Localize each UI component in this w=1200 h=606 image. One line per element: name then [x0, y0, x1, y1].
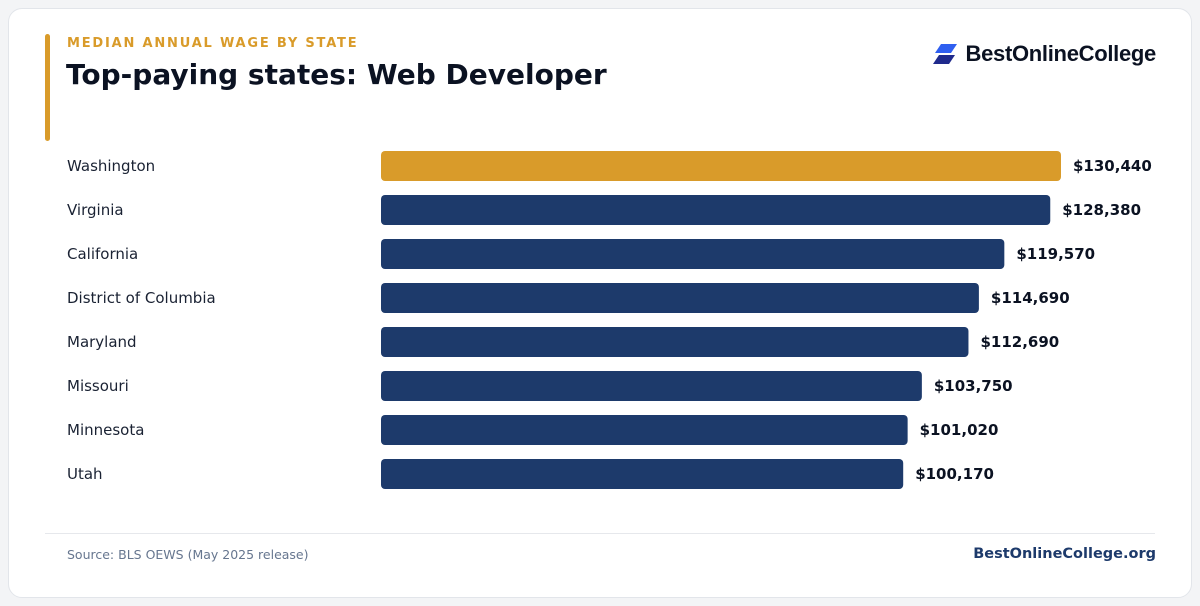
value-label: $101,020: [920, 421, 999, 439]
accent-bar: [45, 34, 50, 141]
bar[interactable]: [381, 459, 904, 489]
category-label: California: [67, 245, 138, 263]
category-label: Maryland: [67, 333, 137, 351]
value-label: $103,750: [934, 377, 1013, 395]
chart-title: Top-paying states: Web Developer: [66, 58, 607, 91]
value-label: $114,690: [991, 289, 1070, 307]
brand-name: BestOnlineCollege: [965, 41, 1157, 66]
category-label: Washington: [67, 157, 155, 175]
category-label: Virginia: [67, 201, 124, 219]
bar[interactable]: [381, 327, 969, 357]
bar[interactable]: [381, 151, 1061, 181]
bar[interactable]: [381, 239, 1005, 269]
brand-logo[interactable]: BestOnlineCollege: [932, 41, 1157, 67]
value-label: $112,690: [980, 333, 1059, 351]
category-label: Utah: [67, 465, 103, 483]
category-label: Missouri: [67, 377, 129, 395]
site-link[interactable]: BestOnlineCollege.org: [973, 546, 1156, 562]
bar[interactable]: [381, 283, 979, 313]
bar[interactable]: [381, 195, 1051, 225]
value-label: $128,380: [1062, 201, 1141, 219]
bar[interactable]: [381, 371, 922, 401]
chart-eyebrow: MEDIAN ANNUAL WAGE BY STATE: [67, 36, 359, 51]
category-label: Minnesota: [67, 421, 144, 439]
source-note: Source: BLS OEWS (May 2025 release): [67, 547, 309, 562]
value-label: $119,570: [1016, 245, 1095, 263]
bar[interactable]: [381, 415, 908, 445]
value-label: $100,170: [915, 465, 994, 483]
value-label: $130,440: [1073, 157, 1152, 175]
footer-divider: [45, 533, 1155, 534]
chart-card: MEDIAN ANNUAL WAGE BY STATE Top-paying s…: [8, 8, 1192, 598]
stacked-parallelogram-icon: [932, 44, 957, 64]
category-label: District of Columbia: [67, 289, 216, 307]
bar-chart: Washington $130,440 Virginia $128,380 Califo…: [67, 151, 1152, 489]
